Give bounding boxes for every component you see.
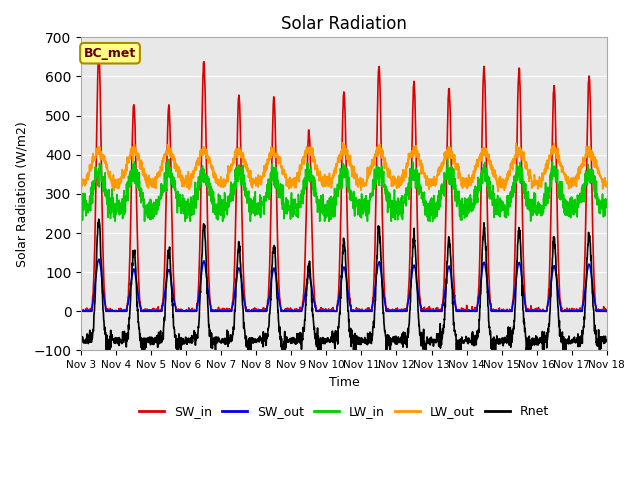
Rnet <box>225 331 232 337</box>
LW_out <box>359 176 367 182</box>
Rnet <box>497 340 504 346</box>
Rnet <box>371 307 379 312</box>
LW_out <box>603 180 611 186</box>
LW_out <box>572 180 579 186</box>
SW_in <box>497 307 504 313</box>
SW_out <box>371 290 378 296</box>
LW_in <box>497 207 504 213</box>
SW_out <box>557 303 564 309</box>
LW_in <box>111 218 118 224</box>
SW_in <box>95 49 103 55</box>
LW_in <box>371 167 378 172</box>
SW_out <box>603 308 611 314</box>
Rnet <box>95 216 102 222</box>
SW_in <box>77 308 85 314</box>
Line: LW_in: LW_in <box>81 159 607 221</box>
X-axis label: Time: Time <box>328 376 359 389</box>
SW_in <box>557 300 564 305</box>
SW_in <box>603 308 611 314</box>
SW_in <box>572 308 579 314</box>
SW_out <box>359 308 367 314</box>
LW_out <box>371 156 378 162</box>
LW_in <box>77 204 85 210</box>
Y-axis label: Solar Radiation (W/m2): Solar Radiation (W/m2) <box>15 121 28 267</box>
LW_in <box>359 211 367 217</box>
LW_out <box>339 140 346 145</box>
LW_out <box>77 174 85 180</box>
Rnet <box>360 337 367 343</box>
Rnet <box>603 337 611 343</box>
Line: LW_out: LW_out <box>81 143 607 192</box>
LW_in <box>224 203 232 209</box>
Legend: SW_in, SW_out, LW_in, LW_out, Rnet: SW_in, SW_out, LW_in, LW_out, Rnet <box>134 400 554 423</box>
Text: BC_met: BC_met <box>84 47 136 60</box>
SW_in <box>371 253 379 259</box>
LW_in <box>603 204 611 210</box>
LW_out <box>557 161 564 167</box>
LW_in <box>572 197 579 203</box>
Line: Rnet: Rnet <box>81 219 607 350</box>
SW_out <box>497 308 504 314</box>
LW_in <box>557 197 564 203</box>
LW_in <box>444 156 451 162</box>
SW_out <box>77 308 85 314</box>
SW_in <box>360 308 367 314</box>
SW_out <box>571 308 579 314</box>
Rnet <box>557 334 564 339</box>
SW_out <box>224 308 232 314</box>
LW_out <box>224 170 232 176</box>
LW_out <box>494 189 502 194</box>
Title: Solar Radiation: Solar Radiation <box>281 15 407 33</box>
Rnet <box>102 348 110 353</box>
Rnet <box>572 340 579 346</box>
Rnet <box>77 339 85 345</box>
SW_out <box>95 256 103 262</box>
SW_in <box>77 306 85 312</box>
LW_out <box>497 185 504 191</box>
Line: SW_in: SW_in <box>81 52 607 311</box>
SW_in <box>225 308 232 313</box>
Line: SW_out: SW_out <box>81 259 607 311</box>
